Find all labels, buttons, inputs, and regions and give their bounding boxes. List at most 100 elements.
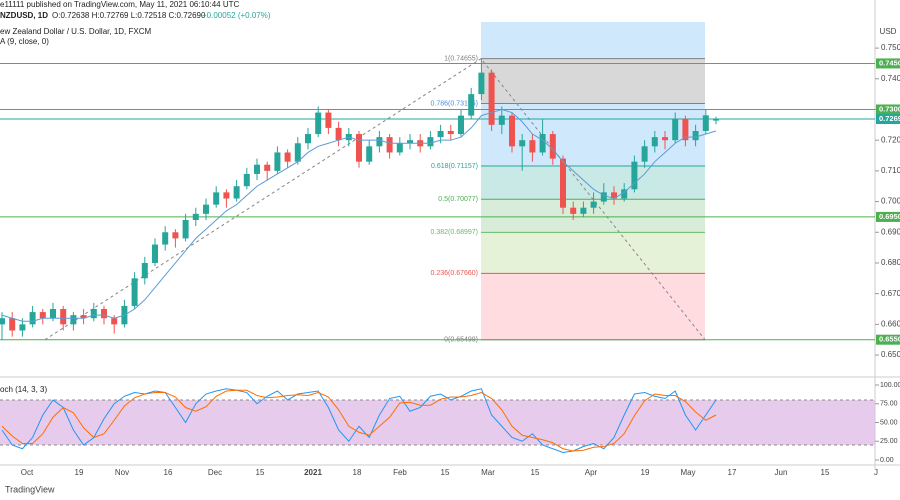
fib-label: 0.5(0.70077)	[438, 196, 478, 203]
x-tick-label: 16	[164, 468, 173, 477]
fib-zone	[481, 58, 705, 104]
candle-body	[682, 118, 689, 141]
candle-body	[560, 158, 566, 208]
x-tick-label: May	[680, 468, 695, 477]
x-tick-label: Dec	[208, 468, 222, 477]
x-tick-label: Oct	[21, 468, 34, 477]
candle-body	[19, 324, 26, 331]
candle-body	[325, 112, 332, 128]
candle-body	[284, 152, 291, 162]
x-tick-label: J	[874, 468, 878, 477]
candle-body	[539, 134, 546, 153]
y-tick-label: 75.00	[880, 401, 898, 408]
level-tag	[876, 58, 900, 69]
candle-body	[713, 118, 719, 121]
candle-body	[254, 164, 260, 174]
candle-body	[192, 213, 199, 220]
stoch-line	[1, 389, 717, 452]
candle-body	[519, 140, 526, 147]
x-tick-label: Feb	[393, 468, 407, 477]
candle-body	[356, 134, 362, 162]
ma-label: A (9, close, 0)	[0, 37, 49, 46]
y-tick-label: 0.00	[880, 457, 894, 464]
candle-body	[172, 232, 179, 239]
candle-body	[549, 134, 556, 159]
x-tick-label: 19	[641, 468, 650, 477]
candle-body	[437, 130, 444, 138]
candle-body	[111, 318, 118, 325]
candle-body	[9, 318, 16, 331]
candle-body	[611, 192, 617, 199]
candle-body	[80, 315, 87, 319]
candle-body	[366, 146, 373, 162]
position-box	[481, 22, 705, 59]
candle-body	[396, 143, 403, 153]
candle-body	[213, 192, 220, 205]
fib-label: 0.618(0.71157)	[431, 163, 478, 170]
fib-zone	[481, 103, 705, 167]
candle-body	[672, 118, 679, 141]
fib-label: 0.382(0.68997)	[431, 229, 478, 236]
x-tick-label: Nov	[115, 468, 129, 477]
candle-body	[447, 130, 454, 135]
brand: TradingView	[5, 484, 55, 494]
candle-body	[498, 115, 505, 125]
level-tag	[876, 211, 900, 222]
candle-body	[101, 309, 107, 319]
candle-body	[90, 309, 97, 319]
currency: USD	[880, 27, 897, 36]
candle-body	[641, 146, 648, 162]
candle-body	[702, 115, 709, 131]
x-tick-label: Apr	[585, 468, 598, 477]
ohlc: O:0.72638 H:0.72769 L:0.72518 C:0.72690	[52, 11, 206, 20]
level-label: 0.7300	[879, 104, 900, 113]
candle-body	[60, 309, 67, 325]
candle-body	[509, 115, 515, 147]
level-label: 0.6950	[879, 212, 900, 221]
x-tick-label: 2021	[304, 468, 322, 477]
candle-body	[70, 315, 77, 325]
y-tick-label: 0.6500	[881, 350, 900, 359]
candle-body	[580, 207, 587, 214]
x-tick-label: 19	[75, 468, 84, 477]
y-tick-label: 50.00	[880, 419, 898, 426]
x-tick-label: Mar	[481, 468, 495, 477]
candle-body	[305, 134, 311, 144]
stoch-line	[1, 388, 717, 453]
candle-body	[427, 137, 434, 147]
candle-body	[570, 207, 577, 214]
candle-body	[264, 164, 271, 171]
level-label: 0.7450	[879, 58, 900, 67]
candle-body	[386, 137, 393, 153]
instrument: ew Zealand Dollar / U.S. Dollar, 1D, FXC…	[0, 27, 151, 36]
fib-label: 0.786(0.73195)	[431, 100, 478, 107]
candle-body	[458, 115, 464, 135]
x-tick-label: 18	[353, 468, 362, 477]
candle-body	[39, 312, 46, 319]
symbol: NZDUSD, 1D	[0, 11, 48, 20]
candle-body	[141, 262, 148, 279]
x-tick-label: 17	[728, 468, 737, 477]
candle-body	[662, 137, 668, 141]
level-tag	[876, 334, 900, 345]
candle-body	[631, 161, 638, 190]
candle-body	[274, 152, 281, 171]
fib-label: 0.236(0.67660)	[431, 270, 478, 277]
candle-body	[590, 201, 597, 208]
fib-zone	[481, 273, 705, 340]
candle-body	[0, 318, 5, 325]
change: +0.00052 (+0.07%)	[202, 11, 271, 20]
candle-body	[335, 127, 342, 141]
ma-line	[1, 108, 717, 322]
candle-body	[692, 130, 699, 141]
candle-body	[182, 219, 189, 239]
candle-body	[468, 94, 475, 116]
level-label: 0.7269	[879, 114, 900, 123]
candle-body	[29, 312, 36, 325]
